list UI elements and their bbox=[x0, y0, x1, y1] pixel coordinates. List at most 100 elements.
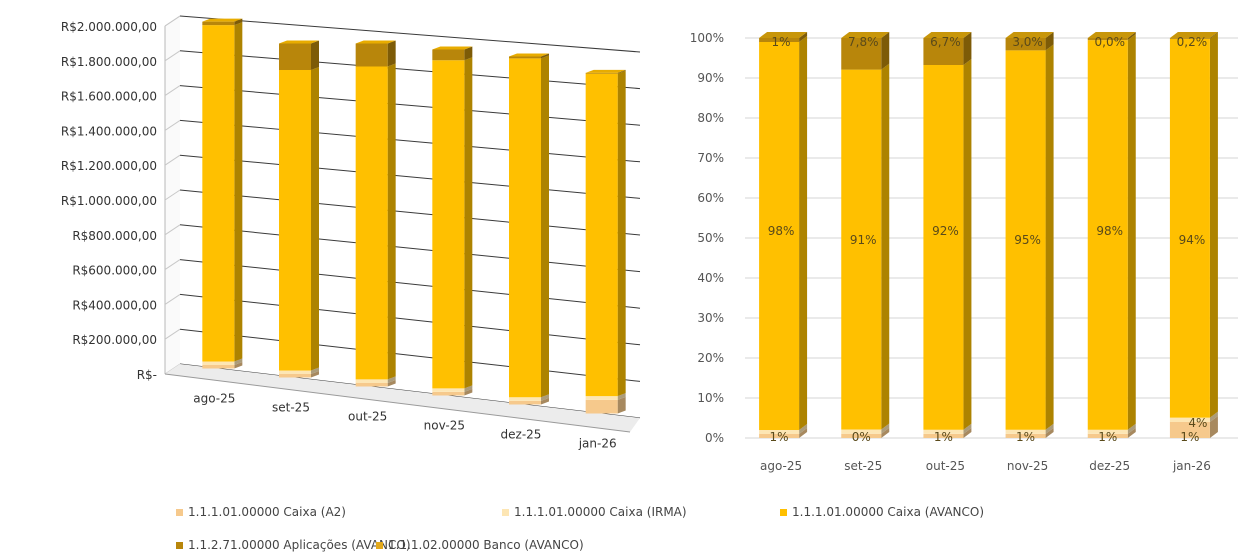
bar-side bbox=[387, 40, 396, 67]
bar-side bbox=[541, 394, 549, 401]
bar-segment bbox=[355, 43, 388, 67]
bar-side bbox=[799, 423, 808, 434]
bar-side bbox=[387, 63, 396, 380]
bar-side bbox=[1045, 423, 1054, 434]
bar-segment bbox=[432, 49, 465, 61]
y-tick-label: 100% bbox=[690, 31, 724, 45]
y-tick-label: 70% bbox=[697, 151, 724, 165]
x-tick-label: out-25 bbox=[926, 459, 965, 473]
bar-segment bbox=[1087, 38, 1128, 41]
data-label-top: 6,7% bbox=[930, 35, 961, 49]
y-tick-label: R$1.800.000,00 bbox=[61, 55, 157, 69]
gridline bbox=[179, 85, 641, 126]
legend-swatch bbox=[176, 508, 183, 516]
bar-top bbox=[355, 40, 396, 44]
gridline bbox=[179, 189, 641, 236]
data-label-top: 0,2% bbox=[1177, 35, 1208, 49]
wall-gridline bbox=[164, 50, 181, 62]
bar-segment bbox=[279, 43, 311, 70]
y-tick-label: 0% bbox=[705, 431, 724, 445]
bar-side bbox=[1127, 427, 1136, 438]
data-label: 98% bbox=[768, 224, 795, 238]
gridline bbox=[179, 293, 641, 346]
right-chart: 100% 90% 80% 70% 60% 50% 40% 30% 20% 10% 0% 98% 1% 1%… bbox=[690, 31, 1238, 473]
bar-side bbox=[541, 55, 549, 398]
charts-canvas: R$2.000.000,00 R$1.800.000,00 R$1.600.000,… bbox=[61, 15, 1238, 473]
bar-top bbox=[759, 32, 808, 38]
gridline bbox=[179, 328, 641, 382]
bar-side bbox=[881, 63, 890, 430]
gridline bbox=[179, 50, 641, 90]
bar-segment bbox=[509, 400, 541, 405]
bar-segment bbox=[1169, 38, 1210, 39]
gridline bbox=[179, 154, 641, 199]
bar-side bbox=[963, 427, 972, 438]
y-tick-label: R$600.000,00 bbox=[72, 264, 157, 278]
legend-item: 1.1.1.01.00000 Caixa (A2) bbox=[176, 505, 346, 519]
bar-segment bbox=[1087, 433, 1128, 438]
bar-side bbox=[881, 427, 890, 438]
gridline bbox=[179, 15, 641, 53]
bar-side bbox=[1127, 34, 1136, 430]
bar-segment bbox=[279, 373, 311, 378]
bar-top bbox=[279, 40, 319, 44]
bar-segment bbox=[923, 433, 964, 438]
bar-side bbox=[234, 358, 243, 366]
bar-segment bbox=[355, 379, 388, 383]
data-label-bottom: 1% bbox=[770, 430, 789, 444]
y-tick-label: 10% bbox=[697, 391, 724, 405]
bar-segment bbox=[759, 42, 800, 430]
bar-segment bbox=[509, 58, 541, 398]
x-tick-label: jan-26 bbox=[578, 437, 617, 451]
bar-side bbox=[541, 53, 549, 59]
data-label-top: 3,0% bbox=[1012, 35, 1043, 49]
bar-segment bbox=[923, 38, 964, 65]
legend-item: 1.1.1.02.00000 Banco (AVANCO) bbox=[376, 538, 584, 552]
left-chart: R$2.000.000,00 R$1.800.000,00 R$1.600.000,… bbox=[61, 15, 641, 451]
bar-segment bbox=[202, 361, 235, 366]
y-tick-label: R$200.000,00 bbox=[72, 333, 157, 347]
bar-side bbox=[963, 423, 972, 434]
y-tick-label: 50% bbox=[697, 231, 724, 245]
bar-segment bbox=[923, 429, 964, 434]
bar-segment bbox=[1087, 429, 1128, 434]
y-tick-label: 30% bbox=[697, 311, 724, 325]
bar-segment bbox=[202, 25, 235, 362]
bar-segment bbox=[759, 429, 800, 434]
bar-side bbox=[234, 362, 243, 369]
bar-side bbox=[387, 376, 396, 383]
x-tick-label: set-25 bbox=[844, 459, 882, 473]
bar-side bbox=[1209, 32, 1218, 39]
legend-swatch bbox=[376, 541, 383, 549]
data-label: 94% bbox=[1179, 233, 1206, 247]
data-label-top: 1% bbox=[772, 35, 791, 49]
bar-side bbox=[799, 36, 808, 430]
y-tick-label: R$- bbox=[137, 368, 157, 382]
y-tick-label: R$400.000,00 bbox=[72, 298, 157, 312]
data-label: 92% bbox=[932, 224, 959, 238]
data-label-bottom: 1% bbox=[1180, 430, 1199, 444]
bar-segment bbox=[279, 69, 311, 371]
bar-segment bbox=[923, 64, 964, 430]
bar-side bbox=[311, 367, 319, 374]
bar-side bbox=[464, 388, 473, 396]
bar-side bbox=[1127, 423, 1136, 434]
x-tick-label: dez-25 bbox=[501, 428, 542, 442]
data-label: 98% bbox=[1096, 224, 1123, 238]
bar-side bbox=[311, 66, 319, 371]
legend-label: 1.1.1.01.00000 Caixa (IRMA) bbox=[514, 505, 687, 519]
bar-side bbox=[963, 58, 972, 430]
y-tick-label: 90% bbox=[697, 71, 724, 85]
bar-side bbox=[617, 396, 626, 414]
bar-segment bbox=[1169, 38, 1210, 418]
bar-segment bbox=[1169, 421, 1210, 438]
bar-segment bbox=[841, 429, 882, 434]
bar-top bbox=[841, 32, 890, 38]
bar-side bbox=[1045, 32, 1054, 51]
wall-gridline bbox=[164, 154, 181, 166]
bar-segment bbox=[585, 396, 618, 400]
bar-segment bbox=[1005, 38, 1046, 51]
bar-segment bbox=[355, 66, 388, 380]
y-tick-label: 40% bbox=[697, 271, 724, 285]
x-tick-label: jan-26 bbox=[1172, 459, 1211, 473]
